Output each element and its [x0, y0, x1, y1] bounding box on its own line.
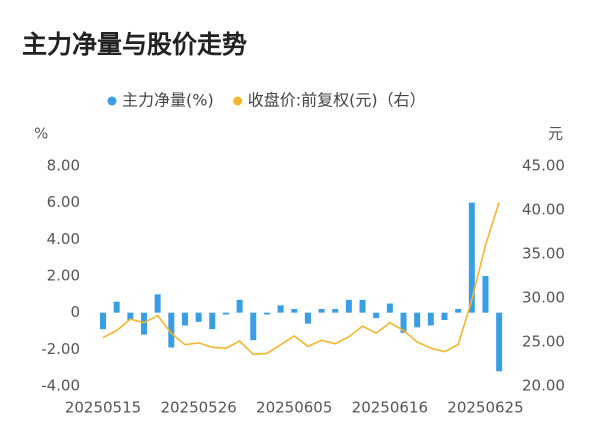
y-tick-label: -4.00 [41, 377, 80, 395]
bar [400, 312, 407, 333]
bar [496, 312, 503, 372]
x-tick-label: 20250625 [447, 399, 523, 417]
y2-tick-label: 20.00 [522, 377, 565, 395]
y-tick-label: 6.00 [47, 193, 80, 211]
bar [222, 312, 229, 315]
bar [127, 312, 134, 320]
x-tick-label: 20250526 [160, 399, 236, 417]
bar [100, 312, 106, 330]
y2-tick-label: 25.00 [522, 333, 565, 351]
y-tick-label: 4.00 [47, 230, 80, 248]
bar [414, 312, 421, 328]
y-tick-label: 0 [70, 303, 80, 321]
bar [209, 312, 216, 330]
x-tick-label: 20250515 [65, 399, 141, 417]
bar [345, 299, 352, 313]
bar [291, 309, 298, 313]
bar [359, 299, 366, 313]
bar [332, 309, 339, 313]
bar [113, 301, 120, 313]
y2-tick-label: 40.00 [522, 201, 565, 219]
bar [373, 312, 380, 319]
x-tick-label: 20250616 [352, 399, 428, 417]
bar [140, 312, 147, 335]
bar [181, 312, 188, 326]
legend-label: 收盘价:前复权(元)（右） [248, 91, 426, 110]
bar [168, 312, 175, 348]
bar [468, 202, 475, 313]
price-line [102, 201, 500, 356]
bar [304, 312, 311, 324]
bar [236, 299, 243, 313]
legend-marker [233, 96, 243, 106]
y2-axis-label: 元 [548, 125, 563, 143]
bar [427, 312, 434, 326]
bar [441, 312, 448, 320]
bar [154, 294, 161, 313]
y2-tick-label: 30.00 [522, 289, 565, 307]
y2-tick-label: 35.00 [522, 245, 565, 263]
y-tick-label: -2.00 [41, 340, 80, 358]
chart-title: 主力净量与股价走势 [22, 30, 247, 59]
y-axis-label: % [34, 125, 48, 143]
bar [195, 312, 202, 322]
bar [386, 303, 393, 313]
y2-tick-label: 45.00 [522, 157, 565, 175]
x-tick-label: 20250605 [256, 399, 332, 417]
legend-label: 主力净量(%) [122, 91, 214, 110]
bar [263, 312, 270, 315]
bar [455, 309, 462, 313]
y-tick-label: 2.00 [47, 267, 80, 285]
legend-marker [107, 96, 117, 106]
bar [318, 309, 325, 313]
bar [277, 305, 284, 313]
bar [482, 276, 489, 313]
bar [250, 312, 257, 341]
y-tick-label: 8.00 [47, 157, 80, 175]
